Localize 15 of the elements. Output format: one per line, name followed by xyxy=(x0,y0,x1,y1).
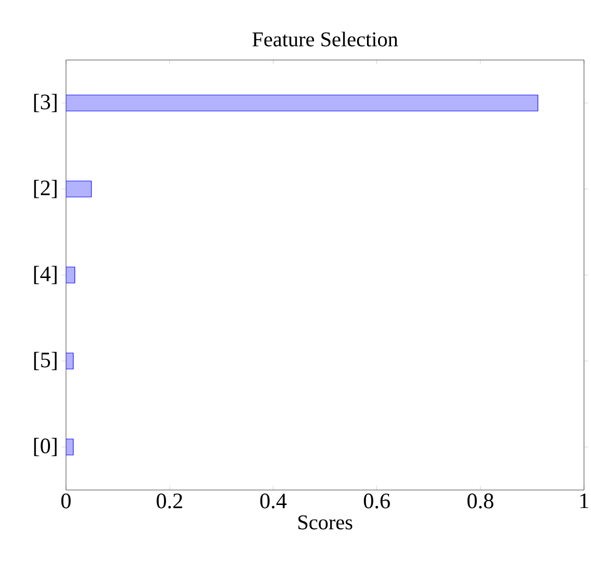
chart-title: Feature Selection xyxy=(252,32,398,46)
bar xyxy=(66,180,92,198)
x-axis-title: Scores xyxy=(298,515,352,530)
x-tick-label: 0 xyxy=(61,494,71,508)
y-tick-label: [2] xyxy=(34,180,57,198)
x-tick-label: 1 xyxy=(580,494,588,508)
bar xyxy=(66,94,538,112)
x-tick-label: 0.6 xyxy=(364,494,390,508)
y-tick-label: [5] xyxy=(34,352,57,370)
y-tick-label: [0] xyxy=(34,438,57,456)
x-tick-label: 0.2 xyxy=(156,494,182,508)
x-tick-label: 0.8 xyxy=(467,494,494,508)
y-tick-label: [3] xyxy=(34,94,57,112)
y-tick-label: [4] xyxy=(34,266,57,284)
x-tick-label: 0.4 xyxy=(260,494,287,508)
